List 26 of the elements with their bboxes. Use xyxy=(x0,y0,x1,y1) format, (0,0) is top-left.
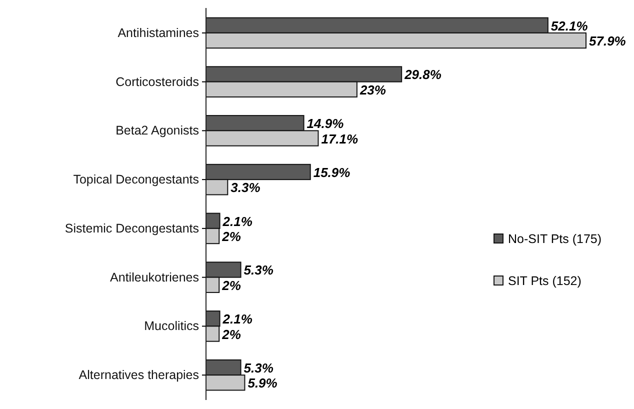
data-label: 5.3% xyxy=(244,262,274,278)
data-label: 3.3% xyxy=(230,180,261,196)
y-tick-label: Beta2 Agonists xyxy=(116,124,199,138)
legend-label: SIT Pts (152) xyxy=(508,274,582,288)
data-label: 2% xyxy=(221,278,242,293)
data-label: 2.1% xyxy=(222,312,253,327)
data-label: 5.3% xyxy=(244,360,274,376)
y-tick-label: Mucolitics xyxy=(144,319,199,334)
data-label: 2% xyxy=(221,326,242,342)
y-tick-label: Corticosteroids xyxy=(116,74,199,89)
y-tick-label: Sistemic Decongestants xyxy=(64,221,199,236)
data-label: 2.1% xyxy=(222,214,253,229)
y-tick-label: Topical Decongestants xyxy=(73,172,199,187)
y-tick-label: Antileukotrienes xyxy=(110,270,199,284)
data-label: 29.8% xyxy=(404,67,442,82)
y-tick-label: Antihistamines xyxy=(118,26,199,40)
data-label: 23% xyxy=(358,82,386,98)
data-label: 15.9% xyxy=(313,164,351,180)
data-label: 17.1% xyxy=(321,131,359,146)
y-tick-label: Alternatives therapies xyxy=(78,368,199,382)
data-label: 2% xyxy=(221,229,242,244)
data-label: 52.1% xyxy=(550,18,588,34)
data-label: 5.9% xyxy=(248,376,278,391)
data-label: 57.9% xyxy=(589,34,626,49)
legend-label: No-SIT Pts (175) xyxy=(508,232,602,246)
data-label: 14.9% xyxy=(306,116,344,132)
